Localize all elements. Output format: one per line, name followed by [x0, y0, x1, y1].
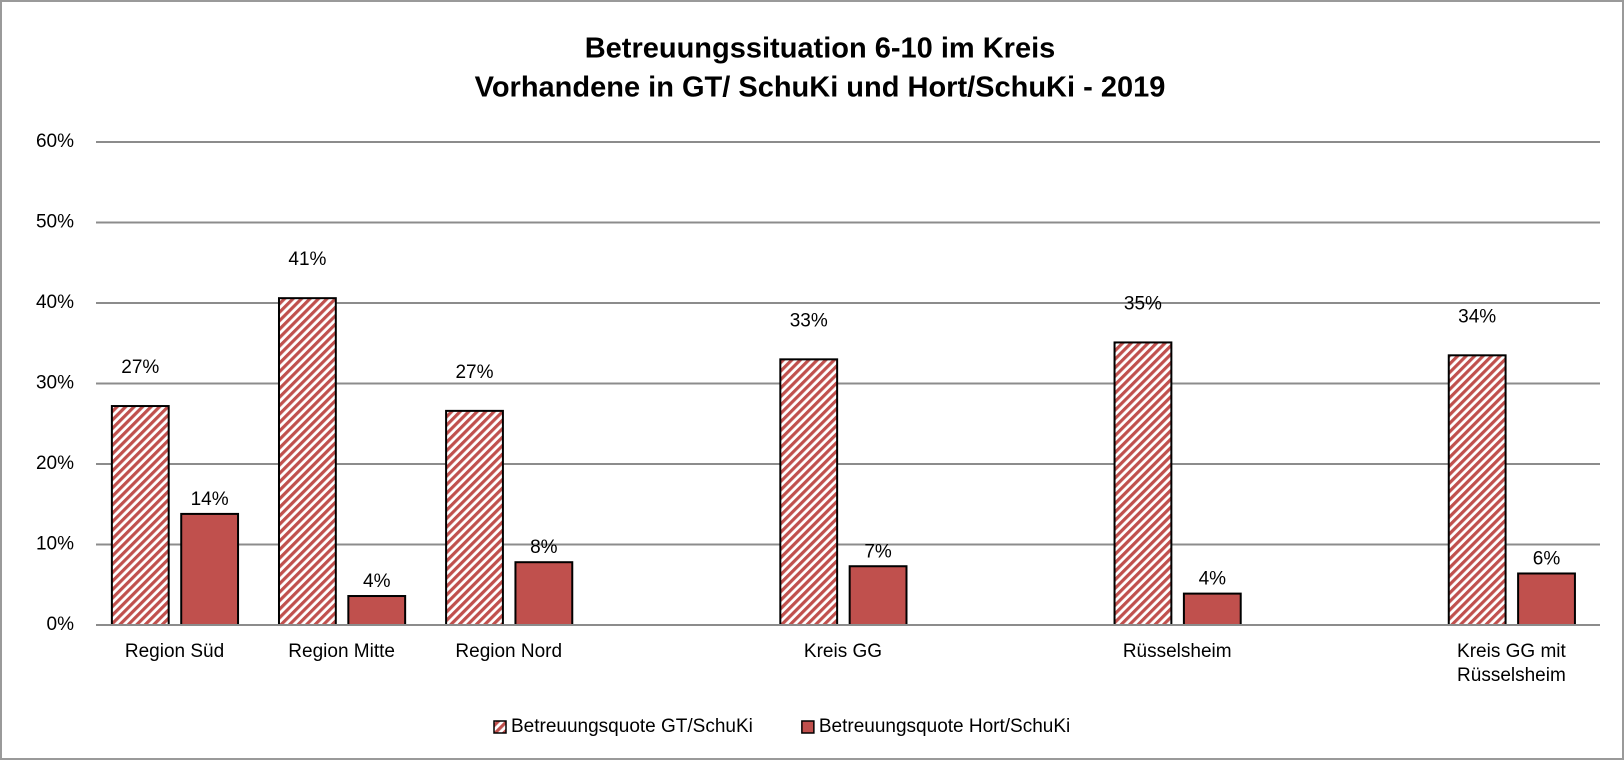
chart-subtitle: Vorhandene in GT/ SchuKi und Hort/SchuKi… — [475, 72, 1166, 104]
bar — [347, 595, 407, 627]
legend-label: Betreuungsquote GT/SchuKi — [511, 716, 753, 737]
x-tick-label: Kreis GG mit Rüsselsheim — [1457, 641, 1566, 686]
chart-title: Betreuungssituation 6-10 im Kreis — [585, 33, 1056, 65]
y-tick-label: 50% — [36, 212, 74, 233]
bar — [180, 512, 240, 626]
bar — [1517, 572, 1576, 626]
bar — [445, 409, 504, 626]
bar — [779, 358, 839, 626]
bar — [110, 405, 170, 627]
data-label: 41% — [288, 249, 326, 270]
x-tick-label: Region Mitte — [288, 641, 395, 662]
bar — [1182, 592, 1242, 626]
bar — [277, 297, 337, 626]
data-label: 33% — [790, 310, 828, 331]
legend-label: Betreuungsquote Hort/SchuKi — [819, 716, 1070, 737]
data-label: 34% — [1458, 306, 1496, 327]
x-tick-label: Kreis GG — [803, 641, 883, 662]
y-tick-label: 10% — [36, 534, 74, 555]
y-tick-label: 60% — [36, 131, 74, 152]
y-tick-label: 20% — [36, 453, 74, 474]
x-tick-label: Region Süd — [124, 641, 225, 662]
bar — [514, 561, 574, 627]
bar — [1113, 341, 1173, 626]
data-label: 8% — [530, 537, 558, 558]
x-tick-label: Region Nord — [455, 641, 563, 662]
bar — [848, 565, 908, 626]
data-label: 4% — [1199, 569, 1227, 590]
y-tick-label: 40% — [36, 292, 74, 313]
data-label: 6% — [1533, 548, 1561, 569]
data-label: 7% — [864, 541, 892, 562]
legend-swatch — [801, 720, 815, 734]
data-label: 27% — [121, 357, 159, 378]
data-label: 27% — [455, 362, 493, 383]
legend-swatch — [493, 720, 507, 734]
data-label: 35% — [1124, 293, 1162, 314]
y-tick-label: 0% — [47, 614, 75, 635]
y-tick-label: 30% — [36, 373, 74, 394]
bar — [1447, 354, 1507, 626]
data-label: 4% — [363, 571, 391, 592]
x-tick-label: Rüsselsheim — [1122, 641, 1232, 662]
data-label: 14% — [191, 489, 229, 510]
